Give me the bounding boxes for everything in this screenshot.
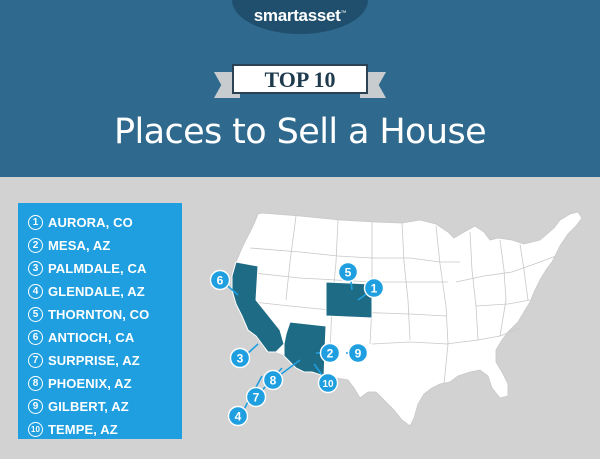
city-label: AURORA, CO bbox=[48, 214, 133, 230]
rank-badge: 2 bbox=[28, 237, 43, 253]
rank-badge: 5 bbox=[28, 306, 43, 322]
marker-label: 6 bbox=[217, 274, 224, 288]
marker-label: 3 bbox=[237, 352, 244, 366]
ranking-list: 1 AURORA, CO 2 MESA, AZ 3 PALMDALE, CA 4 GLE… bbox=[18, 203, 182, 439]
map-marker[interactable]: 10 bbox=[317, 372, 339, 394]
map-marker[interactable]: 1 bbox=[363, 277, 385, 299]
city-label: TEMPE, AZ bbox=[48, 421, 118, 437]
rank-badge: 10 bbox=[28, 421, 43, 437]
list-item: 9 GILBERT, AZ bbox=[28, 396, 129, 416]
city-label: THORNTON, CO bbox=[48, 306, 150, 322]
list-item: 8 PHOENIX, AZ bbox=[28, 373, 132, 393]
list-item: 5 THORNTON, CO bbox=[28, 304, 149, 324]
map-marker[interactable]: 7 bbox=[245, 386, 267, 408]
map-marker[interactable]: 3 bbox=[229, 347, 251, 369]
us-outline-shape bbox=[231, 211, 583, 427]
marker-label: 10 bbox=[322, 379, 334, 390]
rank-badge: 1 bbox=[28, 214, 43, 230]
list-item: 2 MESA, AZ bbox=[28, 235, 110, 255]
list-item: 3 PALMDALE, CA bbox=[28, 258, 146, 278]
top-ribbon: TOP 10 bbox=[214, 64, 386, 98]
list-item: 6 ANTIOCH, CA bbox=[28, 327, 134, 347]
city-label: PHOENIX, AZ bbox=[48, 375, 132, 391]
marker-label: 2 bbox=[327, 347, 334, 361]
header-banner: smartasset™ TOP 10 Places to Sell a Hous… bbox=[0, 0, 600, 177]
rank-badge: 4 bbox=[28, 283, 43, 299]
map-marker[interactable]: 9 bbox=[347, 342, 369, 364]
rank-badge: 7 bbox=[28, 352, 43, 368]
map-marker[interactable]: 8 bbox=[262, 369, 284, 391]
map-marker[interactable]: 4 bbox=[227, 405, 249, 427]
map-marker[interactable]: 2 bbox=[319, 342, 341, 364]
logo-text: smartasset bbox=[253, 6, 341, 25]
map-marker[interactable]: 6 bbox=[209, 269, 231, 291]
map-marker[interactable]: 5 bbox=[337, 261, 359, 283]
city-label: GLENDALE, AZ bbox=[48, 283, 145, 299]
city-label: SURPRISE, AZ bbox=[48, 352, 140, 368]
marker-label: 5 bbox=[345, 266, 352, 280]
list-item: 1 AURORA, CO bbox=[28, 212, 133, 232]
city-label: GILBERT, AZ bbox=[48, 398, 129, 414]
smartasset-logo[interactable]: smartasset™ bbox=[232, 6, 368, 26]
list-item: 7 SURPRISE, AZ bbox=[28, 350, 140, 370]
marker-label: 9 bbox=[355, 347, 362, 361]
rank-badge: 6 bbox=[28, 329, 43, 345]
marker-label: 4 bbox=[235, 410, 242, 424]
rank-badge: 3 bbox=[28, 260, 43, 276]
list-item: 10 TEMPE, AZ bbox=[28, 419, 118, 439]
rank-badge: 8 bbox=[28, 375, 43, 391]
state-california bbox=[231, 261, 285, 353]
city-label: PALMDALE, CA bbox=[48, 260, 147, 276]
rank-badge: 9 bbox=[28, 398, 43, 414]
city-label: MESA, AZ bbox=[48, 237, 111, 253]
marker-label: 8 bbox=[270, 374, 277, 388]
marker-label: 1 bbox=[371, 282, 378, 296]
page-title: Places to Sell a House bbox=[113, 112, 487, 152]
ribbon-label: TOP 10 bbox=[232, 64, 368, 94]
trademark-mark: ™ bbox=[340, 10, 347, 17]
city-label: ANTIOCH, CA bbox=[48, 329, 135, 345]
list-item: 4 GLENDALE, AZ bbox=[28, 281, 145, 301]
marker-label: 7 bbox=[253, 391, 260, 405]
state-colorado bbox=[325, 281, 373, 319]
